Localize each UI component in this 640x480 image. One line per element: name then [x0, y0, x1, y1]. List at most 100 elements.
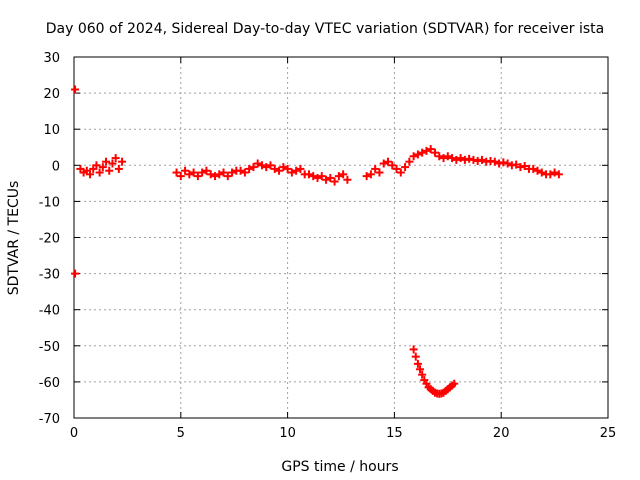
x-tick-label: 25: [600, 426, 617, 441]
data-point: [375, 168, 384, 177]
data-point: [330, 177, 339, 186]
data-point: [465, 154, 474, 163]
data-point: [371, 164, 380, 173]
data-point: [469, 155, 478, 164]
data-point: [409, 345, 418, 354]
data-point: [334, 172, 343, 181]
data-point: [172, 168, 181, 177]
data-point: [270, 164, 279, 173]
data-point: [102, 157, 111, 166]
data-point: [236, 166, 245, 175]
y-tick-label: -40: [39, 304, 60, 319]
data-point: [189, 168, 198, 177]
y-tick-label: -60: [39, 376, 60, 391]
data-point: [114, 164, 123, 173]
data-point: [430, 148, 439, 157]
data-point: [219, 168, 228, 177]
data-point: [435, 152, 444, 161]
data-point: [452, 155, 461, 164]
data-point: [448, 154, 457, 163]
series-segment-13.7-22.8h: [362, 145, 563, 181]
data-point: [296, 164, 305, 173]
data-point: [383, 157, 392, 166]
x-tick-label: 5: [177, 426, 185, 441]
data-point: [292, 166, 301, 175]
data-point: [105, 166, 114, 175]
y-tick-label: 0: [52, 159, 60, 174]
data-point: [322, 175, 331, 184]
series-dip-15.9-17.8h: [409, 345, 459, 398]
data-point: [418, 370, 427, 379]
data-point: [550, 168, 559, 177]
data-point: [313, 173, 322, 182]
data-point: [503, 159, 512, 168]
data-point: [198, 168, 207, 177]
data-point: [317, 172, 326, 181]
data-point: [450, 379, 459, 388]
data-point: [426, 145, 435, 154]
data-point: [257, 161, 266, 170]
data-point: [111, 154, 120, 163]
data-point: [245, 164, 254, 173]
y-tick-label: -10: [39, 195, 60, 210]
grid-lines: [74, 57, 608, 418]
data-point: [499, 158, 508, 167]
data-point: [343, 175, 352, 184]
data-point: [206, 170, 215, 179]
y-tick-label: -70: [39, 412, 60, 427]
data-point: [422, 146, 431, 155]
data-point: [253, 159, 262, 168]
data-point: [309, 172, 318, 181]
data-point: [416, 365, 425, 374]
data-point: [409, 152, 418, 161]
data-point: [262, 163, 271, 172]
x-tick-label: 15: [386, 426, 403, 441]
data-point: [279, 163, 288, 172]
data-point: [181, 166, 190, 175]
data-point: [287, 168, 296, 177]
data-points: [71, 85, 563, 398]
data-point: [554, 170, 563, 179]
data-point: [546, 170, 555, 179]
data-point: [533, 166, 542, 175]
data-point: [405, 157, 414, 166]
data-point: [362, 172, 371, 181]
y-tick-label: 20: [43, 87, 60, 102]
data-point: [210, 172, 219, 181]
data-point: [411, 352, 420, 361]
data-point: [215, 170, 224, 179]
x-tick-label: 0: [70, 426, 78, 441]
y-tick-label: -30: [39, 268, 60, 283]
data-point: [460, 155, 469, 164]
data-point: [249, 163, 258, 172]
y-tick-label: -20: [39, 232, 60, 247]
data-point: [490, 157, 499, 166]
data-point: [92, 161, 101, 170]
x-axis-label: GPS time / hours: [281, 459, 398, 475]
data-point: [456, 154, 465, 163]
data-point: [185, 170, 194, 179]
data-point: [71, 85, 80, 94]
data-point: [176, 172, 185, 181]
data-point: [304, 170, 313, 179]
y-tick-label: 30: [43, 51, 60, 66]
data-point: [413, 359, 422, 368]
data-point: [228, 168, 237, 177]
data-point: [108, 159, 117, 168]
data-point: [443, 152, 452, 161]
y-axis-label: SDTVAR / TECUs: [6, 181, 22, 296]
data-point: [202, 166, 211, 175]
data-point: [439, 154, 448, 163]
x-tick-label: 20: [493, 426, 510, 441]
data-point: [520, 162, 529, 171]
data-point: [379, 159, 388, 168]
data-point: [392, 164, 401, 173]
data-point: [86, 170, 95, 179]
series-outlier-high: [71, 85, 80, 94]
y-tick-label: 10: [43, 123, 60, 138]
data-point: [223, 172, 232, 181]
data-point: [537, 168, 546, 177]
data-point: [283, 164, 292, 173]
data-point: [118, 157, 127, 166]
data-point: [495, 159, 504, 168]
